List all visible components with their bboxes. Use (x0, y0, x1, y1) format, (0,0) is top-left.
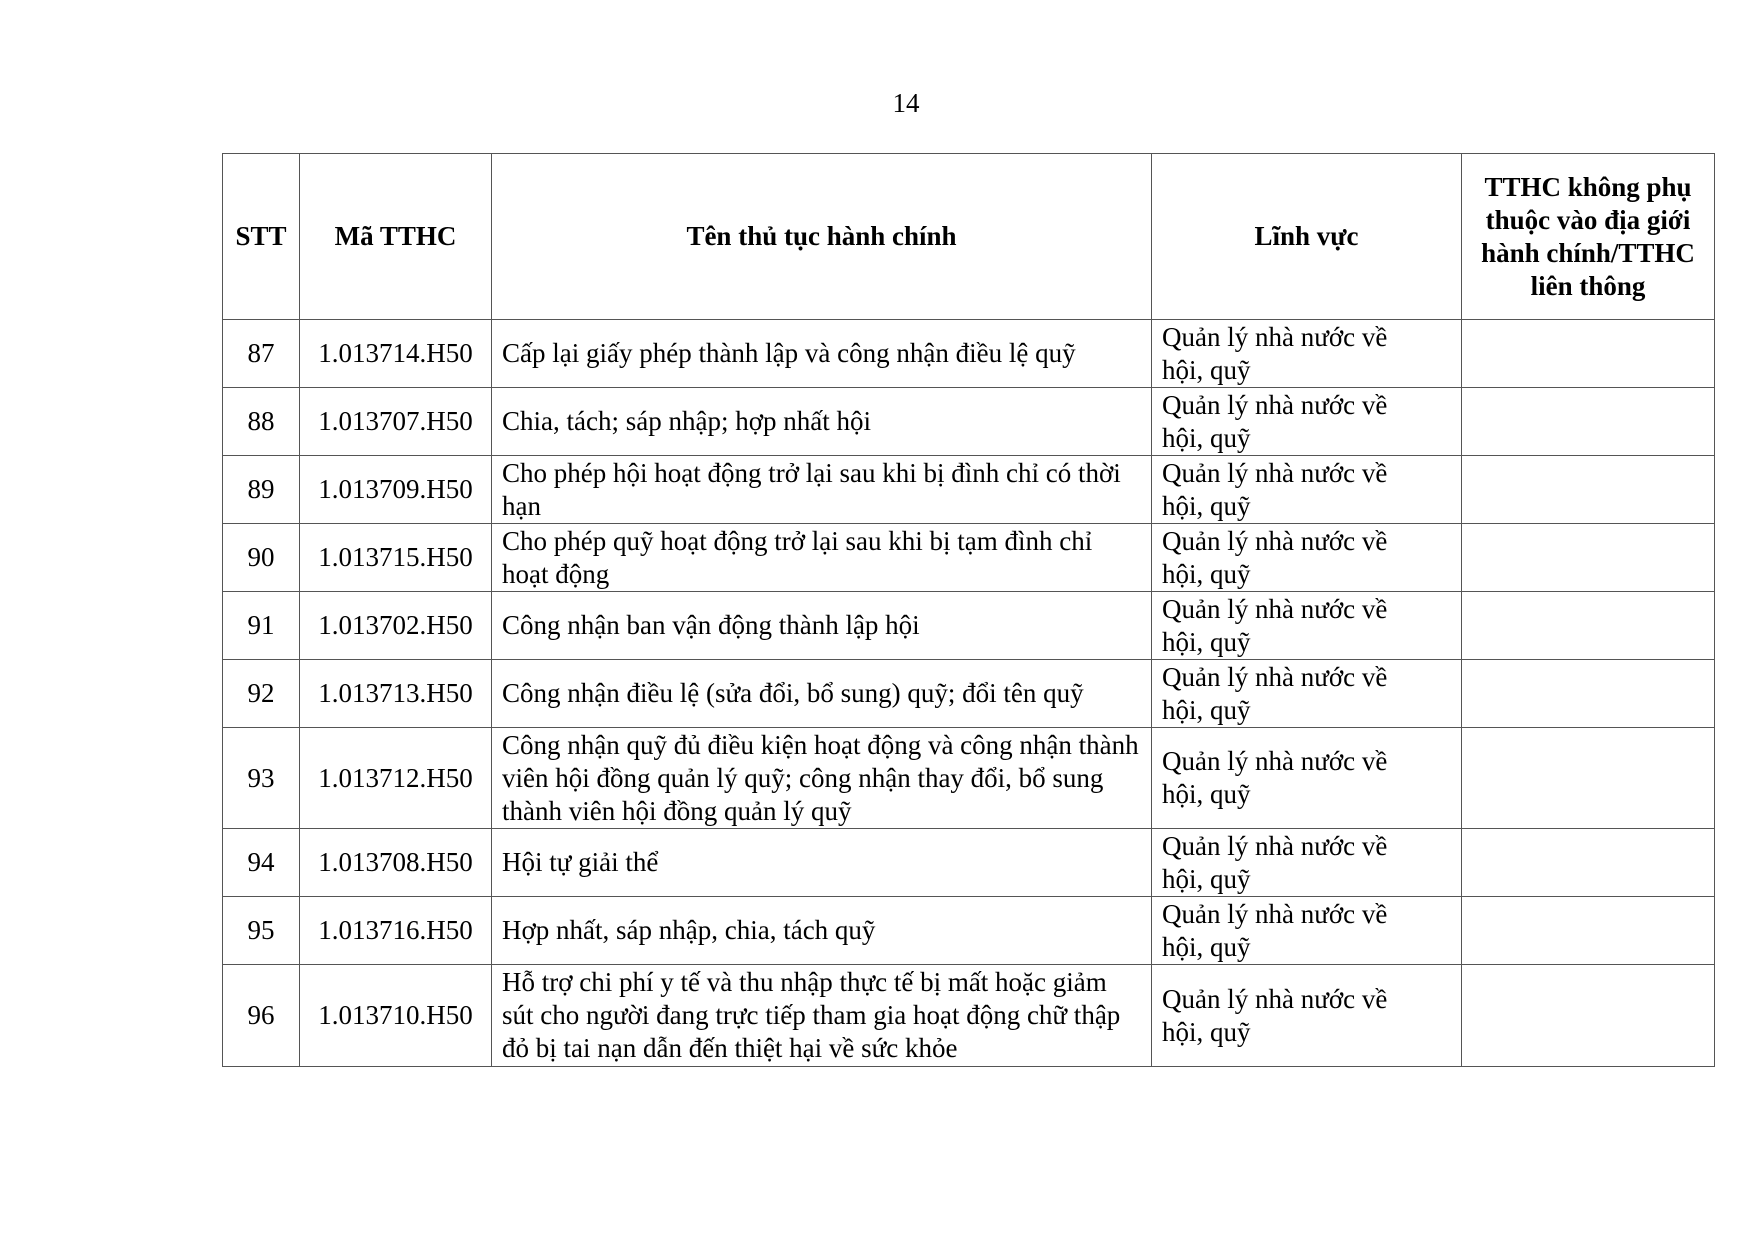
header-row: STT Mã TTHC Tên thủ tục hành chính Lĩnh … (222, 153, 1715, 320)
row-extra (1461, 727, 1715, 829)
row-extra (1461, 319, 1715, 388)
row-field: Quản lý nhà nước về hội, quỹ (1151, 659, 1462, 728)
row-stt: 88 (222, 387, 300, 456)
table-row: 96 1.013710.H50 Hỗ trợ chi phí y tế và thu… (222, 964, 1715, 1067)
row-code: 1.013712.H50 (299, 727, 492, 829)
table-row: 89 1.013709.H50 Cho phép hội hoạt động trở… (222, 455, 1715, 524)
row-field: Quản lý nhà nước về hội, quỹ (1151, 455, 1462, 524)
row-stt: 91 (222, 591, 300, 660)
row-name: Công nhận quỹ đủ điều kiện hoạt động và … (491, 727, 1152, 829)
header-extra: TTHC không phụ thuộc vào địa giới hành c… (1461, 153, 1715, 320)
row-stt: 90 (222, 523, 300, 592)
row-code: 1.013716.H50 (299, 896, 492, 965)
row-field: Quản lý nhà nước về hội, quỹ (1151, 319, 1462, 388)
row-name: Chia, tách; sáp nhập; hợp nhất hội (491, 387, 1152, 456)
row-field: Quản lý nhà nước về hội, quỹ (1151, 387, 1462, 456)
row-code: 1.013714.H50 (299, 319, 492, 388)
table-row: 94 1.013708.H50 Hội tự giải thể Quản lý nhà… (222, 828, 1715, 897)
row-extra (1461, 964, 1715, 1067)
row-field: Quản lý nhà nước về hội, quỹ (1151, 828, 1462, 897)
row-stt: 92 (222, 659, 300, 728)
table-row: 93 1.013712.H50 Công nhận quỹ đủ điều kiện… (222, 727, 1715, 829)
header-field: Lĩnh vực (1151, 153, 1462, 320)
row-stt: 94 (222, 828, 300, 897)
row-field: Quản lý nhà nước về hội, quỹ (1151, 964, 1462, 1067)
row-stt: 87 (222, 319, 300, 388)
row-name: Công nhận ban vận động thành lập hội (491, 591, 1152, 660)
row-stt: 95 (222, 896, 300, 965)
row-name: Cho phép hội hoạt động trở lại sau khi b… (491, 455, 1152, 524)
procedures-table: STT Mã TTHC Tên thủ tục hành chính Lĩnh … (222, 153, 1715, 1067)
table-row: 91 1.013702.H50 Công nhận ban vận động thà… (222, 591, 1715, 660)
row-stt: 96 (222, 964, 300, 1067)
row-extra (1461, 896, 1715, 965)
row-extra (1461, 828, 1715, 897)
row-code: 1.013708.H50 (299, 828, 492, 897)
table-row: 92 1.013713.H50 Công nhận điều lệ (sửa đổi… (222, 659, 1715, 728)
row-field: Quản lý nhà nước về hội, quỹ (1151, 523, 1462, 592)
row-name: Hội tự giải thể (491, 828, 1152, 897)
row-code: 1.013707.H50 (299, 387, 492, 456)
row-code: 1.013709.H50 (299, 455, 492, 524)
header-name: Tên thủ tục hành chính (491, 153, 1152, 320)
row-extra (1461, 455, 1715, 524)
row-extra (1461, 591, 1715, 660)
header-code: Mã TTHC (299, 153, 492, 320)
header-stt: STT (222, 153, 300, 320)
row-field: Quản lý nhà nước về hội, quỹ (1151, 591, 1462, 660)
row-code: 1.013713.H50 (299, 659, 492, 728)
row-code: 1.013710.H50 (299, 964, 492, 1067)
table-row: 87 1.013714.H50 Cấp lại giấy phép thành lậ… (222, 319, 1715, 388)
row-extra (1461, 523, 1715, 592)
row-extra (1461, 659, 1715, 728)
row-field: Quản lý nhà nước về hội, quỹ (1151, 727, 1462, 829)
table-row: 88 1.013707.H50 Chia, tách; sáp nhập; hợp … (222, 387, 1715, 456)
table-row: 90 1.013715.H50 Cho phép quỹ hoạt động trở… (222, 523, 1715, 592)
row-name: Cấp lại giấy phép thành lập và công nhận… (491, 319, 1152, 388)
table-row: 95 1.013716.H50 Hợp nhất, sáp nhập, chia, … (222, 896, 1715, 965)
row-field: Quản lý nhà nước về hội, quỹ (1151, 896, 1462, 965)
row-stt: 93 (222, 727, 300, 829)
row-stt: 89 (222, 455, 300, 524)
page-number: 14 (892, 88, 920, 118)
row-name: Hợp nhất, sáp nhập, chia, tách quỹ (491, 896, 1152, 965)
row-extra (1461, 387, 1715, 456)
row-name: Công nhận điều lệ (sửa đổi, bổ sung) quỹ… (491, 659, 1152, 728)
row-code: 1.013715.H50 (299, 523, 492, 592)
row-name: Cho phép quỹ hoạt động trở lại sau khi b… (491, 523, 1152, 592)
row-code: 1.013702.H50 (299, 591, 492, 660)
row-name: Hỗ trợ chi phí y tế và thu nhập thực tế … (491, 964, 1152, 1067)
